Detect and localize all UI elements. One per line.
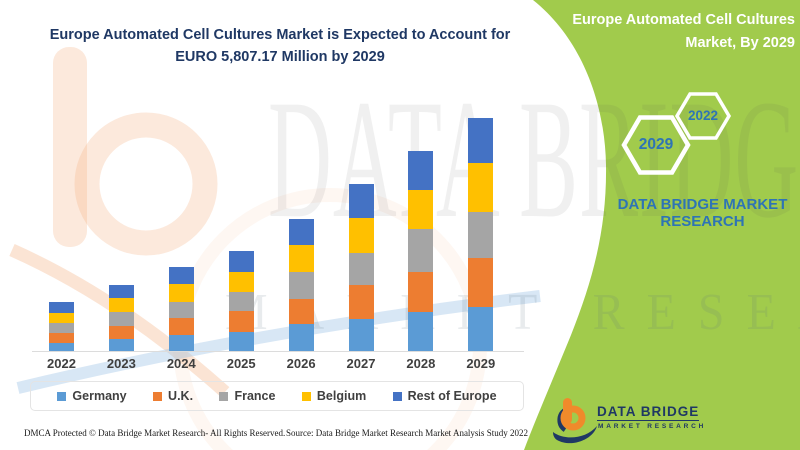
bar-segment xyxy=(168,267,194,285)
x-axis-label: 2029 xyxy=(466,356,496,371)
chart-title: Europe Automated Cell Cultures Market is… xyxy=(40,25,520,69)
legend-label: Rest of Europe xyxy=(407,389,497,403)
bar-segment xyxy=(468,211,494,258)
bar-segment xyxy=(348,218,374,253)
bar-segment xyxy=(228,291,254,312)
bar-segment xyxy=(49,343,74,352)
chart-legend: Germany U.K. France Belgium Rest of Europe xyxy=(30,381,524,411)
bar-segment xyxy=(348,184,374,219)
legend-item: Belgium xyxy=(301,389,367,403)
bar-segment xyxy=(408,271,434,312)
x-axis-label: 2026 xyxy=(286,356,316,371)
chart-title-line2: EURO 5,807.17 Million by 2029 xyxy=(175,48,385,65)
bar-segment xyxy=(108,298,134,312)
side-panel-title-line1: Europe Automated Cell Cultures xyxy=(572,12,795,28)
legend-label: France xyxy=(234,389,276,403)
logo-name: DATA BRIDGE xyxy=(597,404,700,421)
bar-segment xyxy=(348,285,374,319)
bar-segment xyxy=(228,332,254,352)
legend-swatch-icon xyxy=(301,391,311,401)
x-axis-label: 2022 xyxy=(47,356,76,371)
bar-segment xyxy=(108,284,134,299)
legend-swatch-icon xyxy=(219,391,229,401)
side-panel-title: Europe Automated Cell Cultures Market, B… xyxy=(545,9,795,55)
legend-swatch-icon xyxy=(153,391,163,401)
x-axis-label: 2024 xyxy=(166,356,196,371)
side-panel-title-line2: Market, By 2029 xyxy=(685,35,795,52)
bar-segment xyxy=(49,302,74,313)
source-note: Source: Data Bridge Market Research Mark… xyxy=(286,428,528,438)
legend-item: Rest of Europe xyxy=(392,389,497,403)
x-axis-label: 2027 xyxy=(346,356,376,371)
legend-item: France xyxy=(219,389,275,403)
legend-label: U.K. xyxy=(168,389,194,403)
brand-text-line2: RESEARCH xyxy=(660,213,745,230)
bar-segment xyxy=(49,333,74,344)
bar-segment xyxy=(108,339,134,352)
x-axis-label: 2023 xyxy=(106,356,136,371)
bar-segment xyxy=(49,312,74,324)
green-banner-shape xyxy=(524,0,800,450)
bar-segment xyxy=(228,271,254,292)
bar-segment xyxy=(348,252,374,286)
bar-segment xyxy=(288,298,314,325)
hexagon-2022-label: 2022 xyxy=(687,108,719,123)
bar-segment xyxy=(288,245,314,272)
hexagon-2022-outline xyxy=(674,92,732,140)
bar-segment xyxy=(288,271,314,299)
legend-swatch-icon xyxy=(57,391,67,401)
bar-segment xyxy=(168,301,194,318)
watermark-b-stem xyxy=(53,47,87,247)
bar-segment xyxy=(49,323,74,334)
bar-segment xyxy=(288,324,314,352)
x-axis-label: 2025 xyxy=(226,356,256,371)
bar-segment xyxy=(108,325,134,340)
watermark-b-bowl xyxy=(74,112,218,256)
logo-b-icon xyxy=(553,398,597,444)
brand-text: DATA BRIDGE MARKET RESEARCH xyxy=(595,196,800,230)
bar-segment xyxy=(408,311,434,352)
x-axis-label: 2028 xyxy=(406,356,436,371)
bar-segment xyxy=(168,335,194,352)
bar-segment xyxy=(228,251,254,272)
legend-label: Belgium xyxy=(316,389,367,403)
bar-segment xyxy=(168,284,194,302)
bar-segment xyxy=(468,307,494,352)
hexagon-2029-outline xyxy=(621,115,691,175)
bar-segment xyxy=(408,229,434,272)
legend-swatch-icon xyxy=(392,391,402,401)
dmca-notice: DMCA Protected © Data Bridge Market Rese… xyxy=(24,428,286,438)
legend-item: Germany xyxy=(57,389,127,403)
bar-segment xyxy=(348,318,374,352)
bar-segment xyxy=(288,218,314,246)
bar-segment xyxy=(408,150,434,191)
logo-subtitle: MARKET RESEARCH xyxy=(598,423,707,430)
bar-segment xyxy=(468,163,494,212)
company-logo: DATA BRIDGE MARKET RESEARCH xyxy=(551,396,781,446)
bar-segment xyxy=(168,317,194,336)
chart-title-line1: Europe Automated Cell Cultures Market is… xyxy=(49,27,511,43)
bar-segment xyxy=(108,311,134,326)
bar-segment xyxy=(468,257,494,308)
x-axis-line xyxy=(32,351,524,352)
brand-text-line1: DATA BRIDGE MARKET xyxy=(617,196,788,213)
legend-label: Germany xyxy=(72,389,127,403)
bar-segment xyxy=(408,190,434,230)
bar-segment xyxy=(228,311,254,332)
bar-segment xyxy=(468,118,494,164)
watermark-swoosh-blue xyxy=(16,290,541,394)
legend-item: U.K. xyxy=(153,389,193,403)
hexagon-2029-label: 2029 xyxy=(638,136,674,153)
